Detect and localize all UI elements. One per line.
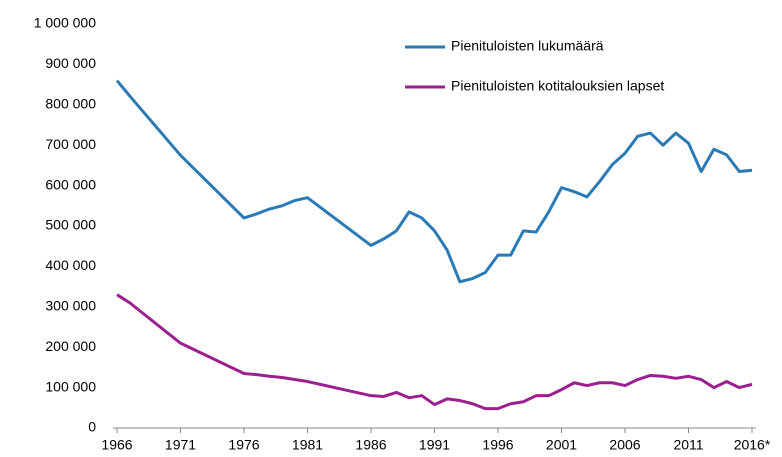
x-tick-label: 1991 <box>419 437 450 453</box>
y-tick-label: 300 000 <box>45 298 96 314</box>
x-tick-label: 1976 <box>228 437 259 453</box>
y-tick-label: 0 <box>88 419 96 435</box>
x-tick-label: 1966 <box>101 437 132 453</box>
y-tick-label: 600 000 <box>45 176 96 192</box>
y-tick-label: 800 000 <box>45 96 96 112</box>
x-tick-label: 1996 <box>482 437 513 453</box>
x-tick-label: 2001 <box>546 437 577 453</box>
x-tick-label: 1986 <box>355 437 386 453</box>
x-tick-label: 2011 <box>673 437 703 453</box>
y-tick-label: 100 000 <box>45 378 96 394</box>
y-tick-label: 700 000 <box>45 136 96 152</box>
x-tick-label: 1981 <box>292 437 323 453</box>
legend-label: Pienituloisten kotitalouksien lapset <box>451 78 664 94</box>
y-tick-label: 1 000 000 <box>34 15 96 31</box>
y-tick-label: 400 000 <box>45 257 96 273</box>
x-tick-label: 2006 <box>609 437 640 453</box>
series-line <box>116 293 753 411</box>
legend-label: Pienituloisten lukumäärä <box>451 38 604 54</box>
x-tick-label: 2016* <box>734 437 771 453</box>
x-tick-label: 1971 <box>165 437 196 453</box>
y-tick-label: 900 000 <box>45 55 96 71</box>
y-tick-label: 500 000 <box>45 217 96 233</box>
y-tick-label: 200 000 <box>45 338 96 354</box>
series-line <box>115 79 753 284</box>
